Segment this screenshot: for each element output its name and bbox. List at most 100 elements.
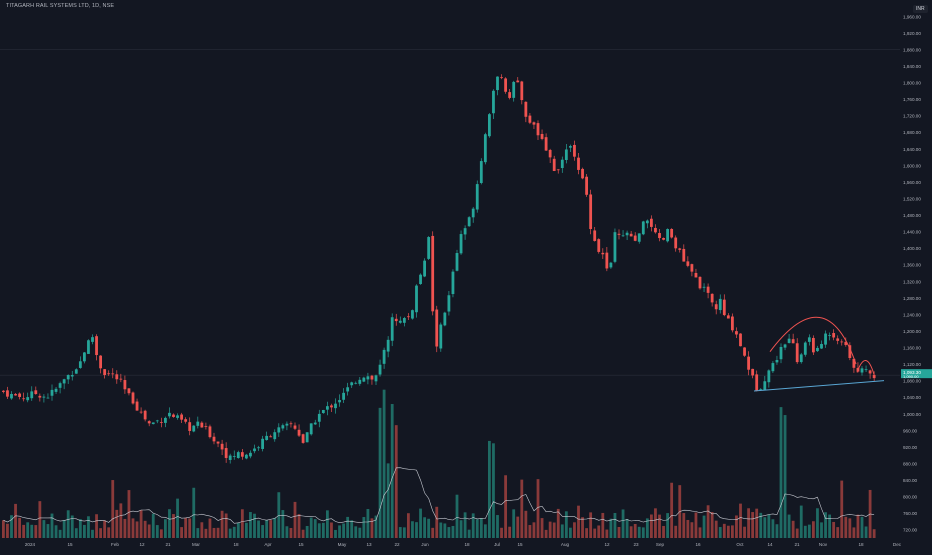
volume-bar <box>216 527 220 538</box>
candle-body <box>500 77 503 79</box>
volume-bar <box>775 524 779 538</box>
candle-body <box>176 415 179 418</box>
volume-bar <box>629 526 633 538</box>
candle-body <box>714 304 718 310</box>
candle-body <box>504 78 507 92</box>
time-axis[interactable]: 2024 15 Feb 12 21 Mar 18 Apr 15 May 13 22 Jun 18 Jul 15… <box>25 542 902 547</box>
volume-bar <box>26 522 30 538</box>
small-arc[interactable] <box>856 359 875 375</box>
candle-body <box>358 379 362 384</box>
candle-body <box>540 133 544 139</box>
volume-bar <box>516 516 520 538</box>
chart-title: TITAGARH RAIL SYSTEMS LTD, 1D, NSE <box>6 3 115 9</box>
volume-bar <box>6 523 9 538</box>
candle-body <box>66 375 70 380</box>
candle-body <box>767 370 771 383</box>
time-tick-label: 12 <box>139 542 145 547</box>
volume-bar <box>856 514 860 538</box>
candle-body <box>674 237 678 249</box>
volume-bar <box>483 524 487 538</box>
candle-body <box>803 342 807 355</box>
volume-bar <box>807 524 811 538</box>
candle-body <box>147 421 151 424</box>
candle-body <box>95 336 98 356</box>
time-tick-label: 16 <box>695 542 701 547</box>
candle-body <box>245 454 248 459</box>
candle-body <box>313 422 317 425</box>
volume-bar <box>407 513 410 538</box>
volume-bar <box>155 525 159 538</box>
candle-body <box>394 318 398 322</box>
volume-bar <box>269 520 273 538</box>
candle-body <box>475 184 479 210</box>
volume-bar <box>196 528 200 538</box>
volume-bar <box>390 404 394 538</box>
volume-bar <box>710 512 714 538</box>
price-tick-label: 1,160.00 <box>903 346 921 351</box>
rounding-top-arc[interactable] <box>769 316 857 365</box>
volume-bar <box>573 522 576 538</box>
price-tick-label: 1,400.00 <box>903 246 921 251</box>
candle-body <box>204 426 208 427</box>
candle-body <box>832 333 836 338</box>
time-tick-label: Feb <box>111 542 119 547</box>
support-trendline[interactable] <box>753 380 885 392</box>
candle-body <box>544 137 548 151</box>
volume-bar <box>840 480 844 538</box>
volume-bar <box>338 525 341 538</box>
candle-body <box>536 123 540 136</box>
candle-body <box>192 425 196 432</box>
volume-bar <box>836 527 840 538</box>
volume-bar <box>560 524 564 538</box>
candle-body <box>374 375 378 382</box>
candle-body <box>479 161 483 183</box>
candle-body <box>516 80 520 83</box>
time-tick-label: Oct <box>736 542 744 547</box>
volume-bar <box>832 521 836 538</box>
volume-bar <box>358 527 362 538</box>
time-tick-label: Dec <box>893 542 902 547</box>
price-tick-label: 1,720.00 <box>903 114 921 119</box>
candle-body <box>62 379 66 384</box>
candle-body <box>735 331 738 335</box>
volume-bar <box>564 511 568 538</box>
volume-bar <box>779 407 783 538</box>
volume-bar <box>605 529 609 538</box>
candle-body <box>200 422 204 428</box>
volume-bar <box>848 518 852 538</box>
time-tick-label: 21 <box>794 542 800 547</box>
candle-body <box>706 286 710 293</box>
candle-body <box>228 455 232 460</box>
candle-body <box>326 406 329 410</box>
volume-bar <box>164 519 167 538</box>
volume-bar <box>617 527 621 538</box>
candle-body <box>528 115 532 123</box>
price-axis[interactable]: 1,960.00 1,920.00 1,880.00 1,840.00 1,800.00… <box>901 14 932 533</box>
currency-badge[interactable]: INR <box>913 5 928 13</box>
volume-bar <box>70 515 74 538</box>
candle-body <box>451 271 455 295</box>
candle-body <box>407 316 410 318</box>
volume-bar <box>475 519 479 538</box>
candle-body <box>678 248 682 250</box>
time-tick-label: Jul <box>494 542 500 547</box>
candle-body <box>483 134 487 163</box>
price-tick-label: 1,080.00 <box>903 379 921 384</box>
price-tick-label: 1,960.00 <box>903 14 921 19</box>
candle-body <box>342 392 345 400</box>
volume-bar <box>107 527 111 538</box>
volume-bar <box>812 521 815 538</box>
candle-body <box>807 337 811 342</box>
volume-bar <box>151 513 155 538</box>
volume-bar <box>200 522 204 538</box>
candle-body <box>301 434 305 443</box>
volume-bar <box>508 526 512 538</box>
candle-body <box>556 169 560 171</box>
candle-body <box>232 455 236 457</box>
candle-body <box>771 363 775 372</box>
candle-body <box>585 176 588 195</box>
candle-body <box>686 261 690 266</box>
volume-bar <box>34 525 38 538</box>
